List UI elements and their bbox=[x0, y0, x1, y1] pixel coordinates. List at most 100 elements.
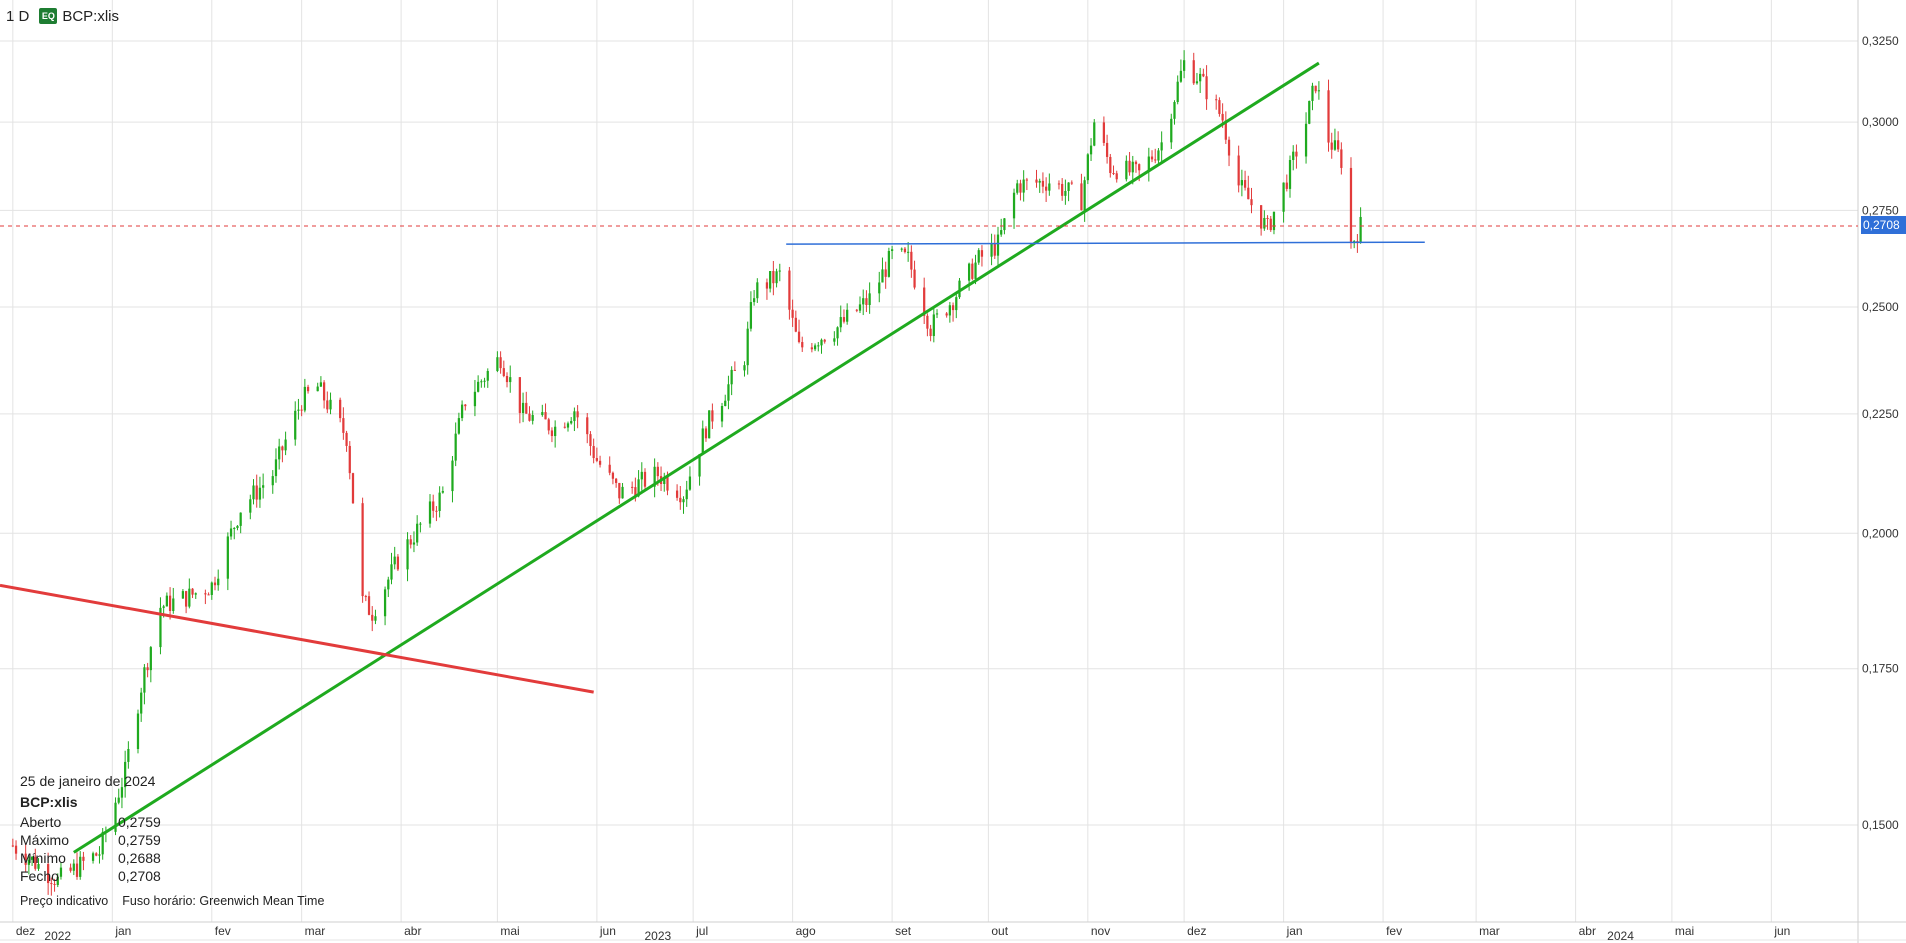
candle-body bbox=[1061, 183, 1064, 196]
candle-body bbox=[903, 248, 907, 253]
candle-body bbox=[1128, 160, 1131, 173]
candle bbox=[772, 260, 775, 296]
candle bbox=[592, 438, 595, 464]
candle-body bbox=[47, 864, 50, 884]
candle bbox=[1282, 182, 1285, 223]
candle-body bbox=[1215, 99, 1218, 101]
candle-body bbox=[1227, 139, 1231, 156]
timezone-note: Fuso horário: Greenwich Mean Time bbox=[122, 894, 325, 908]
candles-layer bbox=[11, 50, 1362, 896]
symbol-selector[interactable]: EQ BCP:xlis bbox=[39, 8, 119, 25]
candle bbox=[1125, 155, 1128, 182]
candle bbox=[1192, 52, 1195, 85]
candle bbox=[435, 506, 438, 522]
candle-body bbox=[570, 421, 573, 424]
candle bbox=[1311, 82, 1314, 111]
candle-body bbox=[720, 406, 724, 422]
candle-body bbox=[165, 595, 168, 607]
y-tick-label: 0,3250 bbox=[1862, 34, 1899, 48]
candle-body bbox=[727, 384, 730, 401]
candle-body bbox=[120, 787, 124, 798]
info-row-low: Mínimo 0,2688 bbox=[20, 849, 161, 867]
candle-body bbox=[464, 404, 467, 407]
candle-body bbox=[181, 591, 185, 599]
candle-body bbox=[159, 607, 162, 648]
candle bbox=[797, 319, 801, 344]
candle bbox=[663, 472, 666, 492]
candle-body bbox=[541, 412, 544, 416]
candle bbox=[213, 576, 217, 591]
candle-body bbox=[1288, 159, 1292, 189]
candle bbox=[117, 788, 120, 805]
candle bbox=[589, 431, 592, 456]
candle-body bbox=[1292, 151, 1295, 160]
candle-body bbox=[69, 867, 72, 871]
trendline-trend-down bbox=[0, 583, 594, 694]
candle bbox=[390, 552, 393, 585]
x-tick-label: jun bbox=[599, 924, 616, 938]
x-tick-label: abr bbox=[1579, 924, 1596, 938]
candle bbox=[1227, 136, 1231, 167]
info-date: 25 de janeiro de 2024 bbox=[20, 773, 156, 789]
candle bbox=[30, 855, 34, 866]
candle-body bbox=[1025, 179, 1028, 181]
candle bbox=[27, 856, 31, 875]
candle bbox=[348, 441, 351, 480]
candle-body bbox=[477, 381, 480, 392]
candle-body bbox=[1045, 186, 1048, 191]
candle-body bbox=[855, 309, 858, 311]
candle bbox=[752, 290, 756, 306]
candle bbox=[813, 343, 817, 352]
drawings-layer bbox=[0, 61, 1858, 854]
candle-body bbox=[1304, 123, 1308, 157]
candle bbox=[165, 592, 168, 607]
candle bbox=[801, 336, 804, 352]
candle-body bbox=[146, 667, 149, 671]
candle bbox=[1022, 170, 1025, 202]
candle-body bbox=[300, 409, 303, 411]
candle bbox=[188, 578, 191, 609]
candle bbox=[756, 278, 759, 303]
candle-body bbox=[884, 269, 887, 277]
candle bbox=[339, 397, 342, 423]
candle bbox=[271, 470, 274, 494]
candle-body bbox=[322, 382, 326, 401]
candle bbox=[1112, 165, 1115, 176]
candle-body bbox=[563, 426, 566, 428]
info-row-open: Aberto 0,2759 bbox=[20, 813, 161, 831]
candle bbox=[682, 496, 685, 514]
candle bbox=[1061, 178, 1064, 201]
candle bbox=[701, 420, 704, 455]
candle bbox=[210, 581, 213, 600]
info-value: 0,2759 bbox=[118, 832, 161, 848]
candle-body bbox=[1295, 151, 1298, 157]
candle-body bbox=[278, 446, 281, 460]
candle-body bbox=[743, 365, 746, 371]
exchange-badge-icon: EQ bbox=[39, 8, 58, 24]
x-tick-label: ago bbox=[796, 924, 816, 938]
candle bbox=[621, 483, 624, 499]
candle-body bbox=[1308, 100, 1311, 124]
candle bbox=[319, 376, 323, 387]
candle-body bbox=[1089, 145, 1093, 155]
candle-body bbox=[1012, 192, 1016, 219]
candle bbox=[207, 592, 210, 596]
candle bbox=[1070, 180, 1073, 185]
x-tick-label: fev bbox=[215, 924, 231, 938]
interval-selector[interactable]: 1 D bbox=[6, 7, 30, 25]
candle-body bbox=[595, 458, 598, 461]
candle-body bbox=[149, 647, 152, 671]
candle bbox=[278, 438, 281, 470]
candle-body bbox=[473, 391, 477, 407]
candle-body bbox=[345, 432, 348, 446]
candle-body bbox=[101, 831, 104, 855]
candle bbox=[598, 455, 602, 468]
candle bbox=[239, 512, 242, 534]
candle-body bbox=[765, 282, 769, 289]
candle-body bbox=[1125, 160, 1128, 180]
candle bbox=[409, 535, 412, 549]
candle-body bbox=[573, 411, 576, 422]
candle-body bbox=[56, 876, 59, 885]
candle bbox=[306, 384, 310, 394]
